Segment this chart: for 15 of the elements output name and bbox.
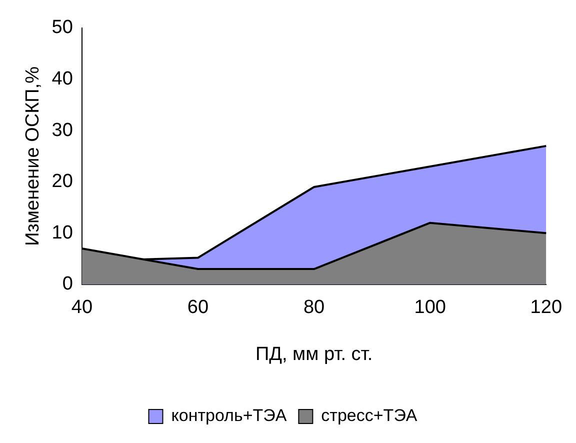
x-tick-label: 100	[414, 297, 446, 318]
y-axis-title: Изменение ОСКП,%	[22, 66, 44, 246]
y-tick-label: 30	[52, 120, 73, 141]
y-tick-label: 40	[52, 68, 73, 90]
x-tick-label: 40	[71, 297, 93, 318]
x-axis-title: ПД, мм рт. ст.	[255, 344, 373, 365]
x-tick-label: 80	[303, 297, 325, 318]
x-tick-label: 60	[187, 297, 209, 318]
legend-label: контроль+ТЭА	[171, 406, 288, 426]
y-tick-label: 0	[62, 274, 73, 295]
y-tick-label: 50	[52, 17, 73, 38]
legend-label: стресс+ТЭА	[321, 406, 418, 426]
y-tick-label: 10	[52, 222, 73, 244]
y-tick-label: 20	[52, 171, 73, 192]
x-tick-label: 120	[530, 297, 562, 318]
